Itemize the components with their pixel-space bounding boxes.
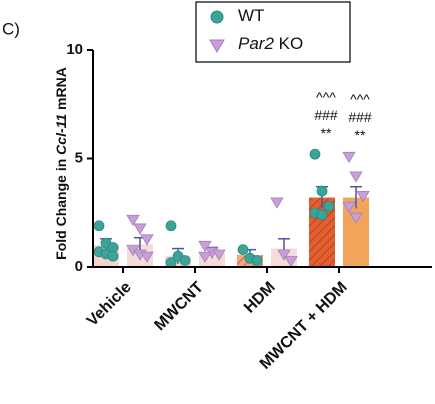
data-point [198, 240, 212, 253]
data-point [349, 171, 363, 183]
data-point [251, 255, 263, 266]
significance-label: ### [314, 107, 338, 123]
error-bar [350, 185, 362, 209]
data-point [133, 223, 147, 235]
data-point [316, 209, 328, 221]
data-point [349, 212, 363, 224]
significance-label: ** [321, 125, 332, 141]
x-tick-label: MWCNT [151, 279, 207, 335]
legend-box [195, 1, 351, 63]
data-point [93, 220, 105, 232]
y-tick-label: 5 [75, 149, 83, 166]
data-point [356, 190, 370, 203]
data-point [140, 234, 154, 246]
data-point [342, 201, 356, 214]
data-point [342, 151, 356, 164]
x-tick-label: Vehicle [84, 279, 135, 330]
significance-label: ^^^ [316, 89, 336, 105]
data-point [107, 250, 119, 262]
significance-label: ### [348, 109, 372, 125]
legend-label: Par2 KO [238, 34, 303, 53]
data-point [237, 244, 249, 256]
y-tick-label: 0 [75, 258, 83, 275]
data-point [284, 256, 298, 268]
data-point [323, 200, 335, 212]
data-point [165, 220, 177, 232]
data-point [212, 249, 226, 261]
x-tick-label: HDM [241, 279, 279, 317]
data-point [140, 251, 154, 263]
y-tick-label: 10 [66, 41, 83, 58]
significance-label: ** [355, 127, 366, 143]
data-point [179, 255, 191, 266]
panel-label: C) [2, 19, 20, 38]
data-point [316, 185, 328, 197]
data-point [277, 249, 291, 261]
data-point [126, 214, 140, 227]
y-axis-label: Fold Change in Ccl-11 mRNA [53, 67, 69, 260]
data-point [270, 197, 284, 209]
data-point [198, 251, 212, 263]
legend-marker [209, 39, 225, 53]
significance-label: ^^^ [350, 91, 370, 107]
legend-label: WT [238, 6, 264, 25]
data-point [309, 148, 321, 160]
legend-marker [210, 10, 224, 24]
